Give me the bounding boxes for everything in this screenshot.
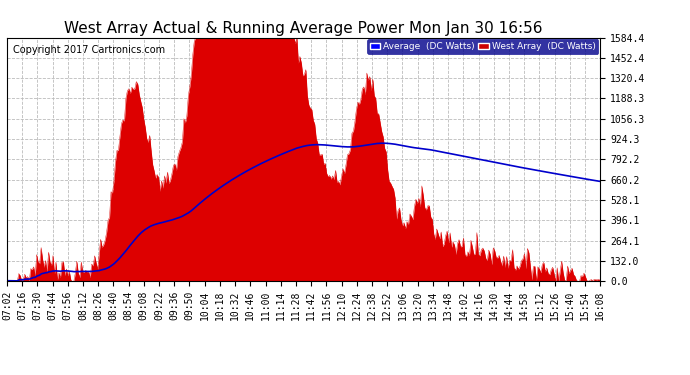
Title: West Array Actual & Running Average Power Mon Jan 30 16:56: West Array Actual & Running Average Powe… bbox=[64, 21, 543, 36]
Legend: Average  (DC Watts), West Array  (DC Watts): Average (DC Watts), West Array (DC Watts… bbox=[367, 39, 598, 54]
Text: Copyright 2017 Cartronics.com: Copyright 2017 Cartronics.com bbox=[13, 45, 165, 55]
